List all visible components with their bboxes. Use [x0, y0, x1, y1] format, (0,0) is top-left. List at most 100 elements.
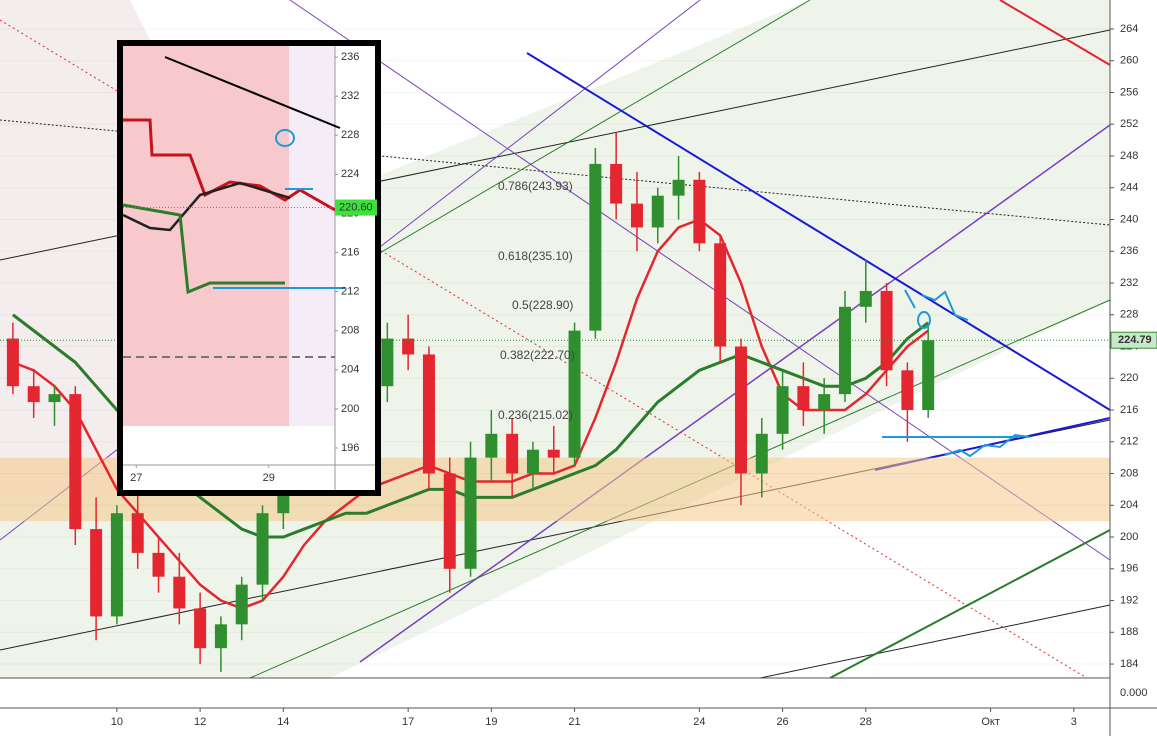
inset-price-box: [335, 199, 377, 216]
candle-body: [838, 306, 851, 395]
trend-line: [759, 604, 1111, 679]
candle-body: [693, 179, 706, 244]
candle-body: [381, 338, 394, 387]
inset-y-tick-label: 236: [341, 51, 359, 63]
x-tick-label: 24: [693, 716, 705, 728]
inset-x-tick-label: 29: [263, 472, 275, 484]
candle-body: [69, 394, 82, 530]
y-tick-label: 200: [1120, 531, 1138, 543]
y-tick-label: 244: [1120, 182, 1138, 194]
inset-circle: [275, 129, 295, 147]
inset-y-tick-label: 208: [341, 325, 359, 337]
x-tick-label: 12: [194, 716, 206, 728]
fib-label: 0.786(243.93): [498, 179, 573, 193]
candle-body: [214, 624, 227, 649]
resistance-line: [526, 52, 1111, 411]
inset-chart: 1962002042082122162202242282322362729220…: [117, 40, 381, 496]
candle-body: [194, 608, 207, 649]
y-tick-label: 260: [1120, 55, 1138, 67]
last-price-label: 224.79: [1118, 334, 1152, 346]
circle-mark: [917, 311, 931, 329]
candle-body: [651, 195, 664, 228]
candle-body: [27, 386, 40, 403]
projection: [921, 290, 969, 321]
candle-body: [110, 513, 123, 617]
y-tick-label: 264: [1120, 23, 1138, 35]
x-tick-label: 19: [485, 716, 497, 728]
y-tick-label: 196: [1120, 563, 1138, 575]
bottom-pane: [0, 678, 1110, 736]
candle-body: [672, 179, 685, 196]
candle-body: [131, 513, 144, 553]
candle-body: [422, 354, 435, 474]
candle-body: [568, 330, 581, 458]
candle-body: [48, 394, 61, 403]
candle-body: [173, 576, 186, 609]
x-tick-label: 14: [277, 716, 289, 728]
y-tick-label: 236: [1120, 245, 1138, 257]
inset-y-tick-label: 216: [341, 246, 359, 258]
candle-body: [443, 473, 456, 569]
inset-trend: [164, 56, 341, 129]
x-tick-label: 26: [776, 716, 788, 728]
x-tick-label: 21: [568, 716, 580, 728]
y-tick-label: 220: [1120, 372, 1138, 384]
inset-y-tick-label: 204: [341, 364, 359, 376]
candle-body: [547, 449, 560, 458]
inset-price-label: 220.60: [339, 201, 373, 213]
candle-body: [6, 338, 19, 387]
inset-line: [122, 181, 291, 232]
fib-label: 0.382(222.70): [500, 348, 575, 362]
inset-y-tick-label: 232: [341, 90, 359, 102]
candle-body: [818, 394, 831, 411]
y-tick-label: 212: [1120, 436, 1138, 448]
candle-body: [797, 386, 810, 411]
channel-line: [299, 0, 811, 301]
x-tick-label: 3: [1071, 716, 1077, 728]
candle-body: [610, 163, 623, 204]
candle-body: [776, 386, 789, 434]
indicator-label: 0.000: [1120, 687, 1148, 699]
fib-label: 0.5(228.90): [512, 298, 573, 312]
inset-x-tick-label: 27: [130, 472, 142, 484]
y-tick-label: 228: [1120, 309, 1138, 321]
candle-body: [630, 203, 643, 228]
candle-body: [526, 449, 539, 474]
candle-body: [90, 529, 103, 617]
candle-body: [402, 338, 415, 355]
inset-line: [122, 203, 285, 295]
inset-y-tick-label: 228: [341, 129, 359, 141]
candle-body: [506, 433, 519, 474]
inset-shade: [123, 46, 289, 426]
x-tick-label: 10: [111, 716, 123, 728]
inset-y-tick-label: 224: [341, 168, 359, 180]
y-tick-label: 232: [1120, 277, 1138, 289]
arrow: [904, 289, 916, 309]
inset-y-tick-label: 196: [341, 442, 359, 454]
candle-body: [734, 346, 747, 474]
candle-body: [922, 340, 935, 411]
y-tick-label: 188: [1120, 626, 1138, 638]
x-tick-label: 28: [860, 716, 872, 728]
candle-body: [714, 243, 727, 347]
fib-label: 0.236(215.02): [498, 408, 573, 422]
candle-body: [235, 584, 248, 625]
y-tick-label: 208: [1120, 467, 1138, 479]
x-tick-label: Окт: [981, 716, 1000, 728]
price-axis-bg: [1110, 0, 1157, 736]
candle-body: [152, 552, 165, 577]
candle-body: [901, 370, 914, 411]
inset-shade: [289, 46, 335, 426]
candle-body: [755, 433, 768, 474]
y-tick-label: 216: [1120, 404, 1138, 416]
last-price-box: [1110, 331, 1157, 349]
candle-body: [880, 290, 893, 371]
y-tick-label: 204: [1120, 499, 1138, 511]
channel-line: [829, 529, 1111, 679]
trend-line: [999, 0, 1111, 66]
candle-body: [256, 513, 269, 585]
y-tick-label: 256: [1120, 86, 1138, 98]
fib-label: 0.618(235.10): [498, 249, 573, 263]
